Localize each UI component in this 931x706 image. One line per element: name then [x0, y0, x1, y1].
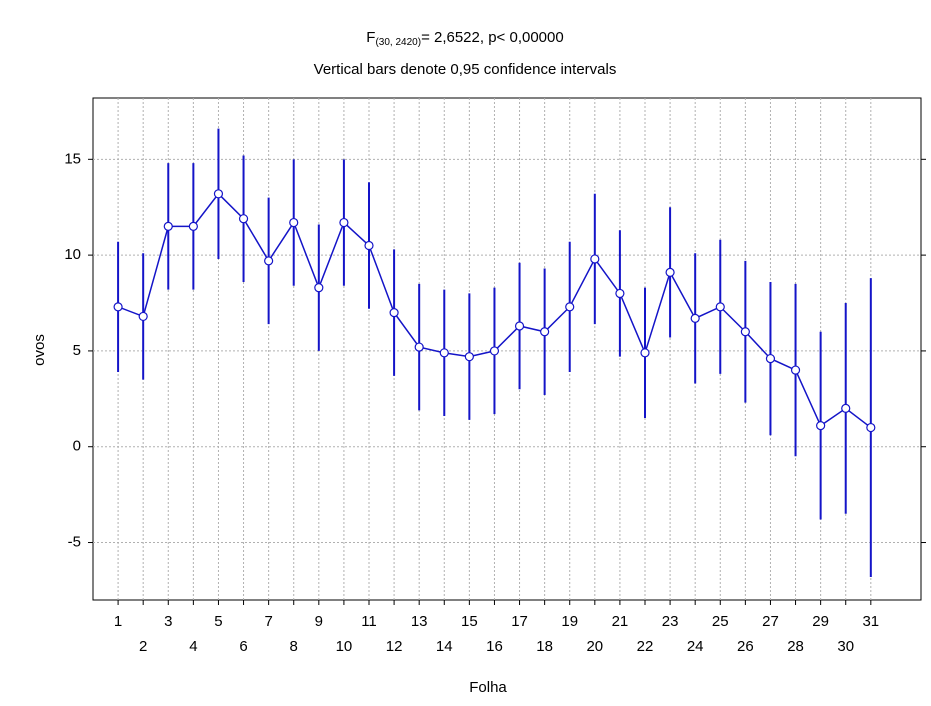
x-tick-label: 27 — [762, 613, 779, 630]
point — [590, 254, 600, 264]
point — [565, 302, 575, 312]
point — [389, 307, 399, 318]
point — [816, 421, 826, 431]
x-tick-label: 1 — [114, 613, 122, 630]
y-axis-label: ovos — [31, 334, 48, 366]
x-tick-label: 28 — [787, 638, 804, 655]
point — [765, 353, 776, 364]
x-tick-label: 24 — [687, 638, 704, 655]
x-tick-label: 7 — [264, 613, 272, 630]
x-tick-label: 5 — [214, 613, 222, 630]
plot-frame — [92, 97, 922, 601]
x-tick-label: 21 — [612, 613, 629, 630]
title-sub: (30, 2420) — [375, 37, 421, 48]
point — [514, 321, 525, 331]
y-tick-label: 10 — [64, 246, 81, 263]
point — [715, 302, 725, 312]
point — [264, 256, 274, 266]
x-tick-label: 31 — [862, 613, 879, 630]
x-tick-label: 9 — [315, 613, 323, 630]
point — [439, 348, 449, 358]
chart-title: F(30, 2420)= 2,6522, p< 0,00000 — [366, 29, 563, 48]
point — [289, 217, 299, 228]
x-tick-label: 26 — [737, 638, 754, 655]
point — [740, 327, 750, 337]
x-tick-label: 14 — [436, 638, 453, 655]
point — [841, 403, 851, 413]
x-tick-label: 4 — [189, 638, 197, 655]
y-tick-label: 15 — [64, 150, 81, 167]
point — [113, 302, 123, 312]
x-tick-label: 15 — [461, 613, 478, 630]
x-tick-label: 8 — [290, 638, 298, 655]
point — [138, 311, 148, 322]
point — [213, 189, 224, 199]
x-tick-label: 11 — [361, 613, 377, 630]
x-tick-label: 10 — [336, 638, 353, 655]
title-rest: = 2,6522, p< 0,00000 — [421, 29, 564, 46]
x-tick-label: 2 — [139, 638, 147, 655]
point — [314, 283, 324, 293]
point — [238, 214, 249, 224]
title-main: F — [366, 29, 375, 46]
x-tick-label: 22 — [637, 638, 654, 655]
x-tick-label: 30 — [837, 638, 854, 655]
chart-subtitle: Vertical bars denote 0,95 confidence int… — [314, 61, 617, 78]
x-tick-label: 25 — [712, 613, 729, 630]
y-tick-label: -5 — [68, 533, 81, 550]
point — [339, 217, 349, 228]
point — [540, 327, 550, 337]
point — [364, 240, 374, 251]
x-tick-label: 23 — [662, 613, 679, 630]
point — [866, 422, 876, 433]
x-tick-label: 13 — [411, 613, 428, 630]
point — [188, 221, 198, 231]
point — [640, 348, 650, 358]
x-tick-label: 29 — [812, 613, 829, 630]
x-tick-label: 12 — [386, 638, 403, 655]
x-tick-label: 19 — [561, 613, 578, 630]
x-axis-label: Folha — [469, 679, 507, 696]
x-tick-label: 3 — [164, 613, 172, 630]
point — [665, 267, 675, 277]
x-tick-label: 16 — [486, 638, 503, 655]
point — [163, 221, 173, 231]
x-tick-label: 20 — [586, 638, 603, 655]
point — [615, 288, 625, 299]
x-tick-label: 18 — [536, 638, 553, 655]
point — [489, 346, 500, 356]
x-tick-label: 17 — [511, 613, 528, 630]
point — [790, 365, 801, 375]
y-tick-label: 5 — [73, 342, 81, 359]
x-tick-label: 6 — [239, 638, 247, 655]
point — [464, 352, 474, 362]
point — [414, 342, 424, 352]
y-tick-label: 0 — [73, 438, 81, 455]
point — [690, 313, 700, 323]
